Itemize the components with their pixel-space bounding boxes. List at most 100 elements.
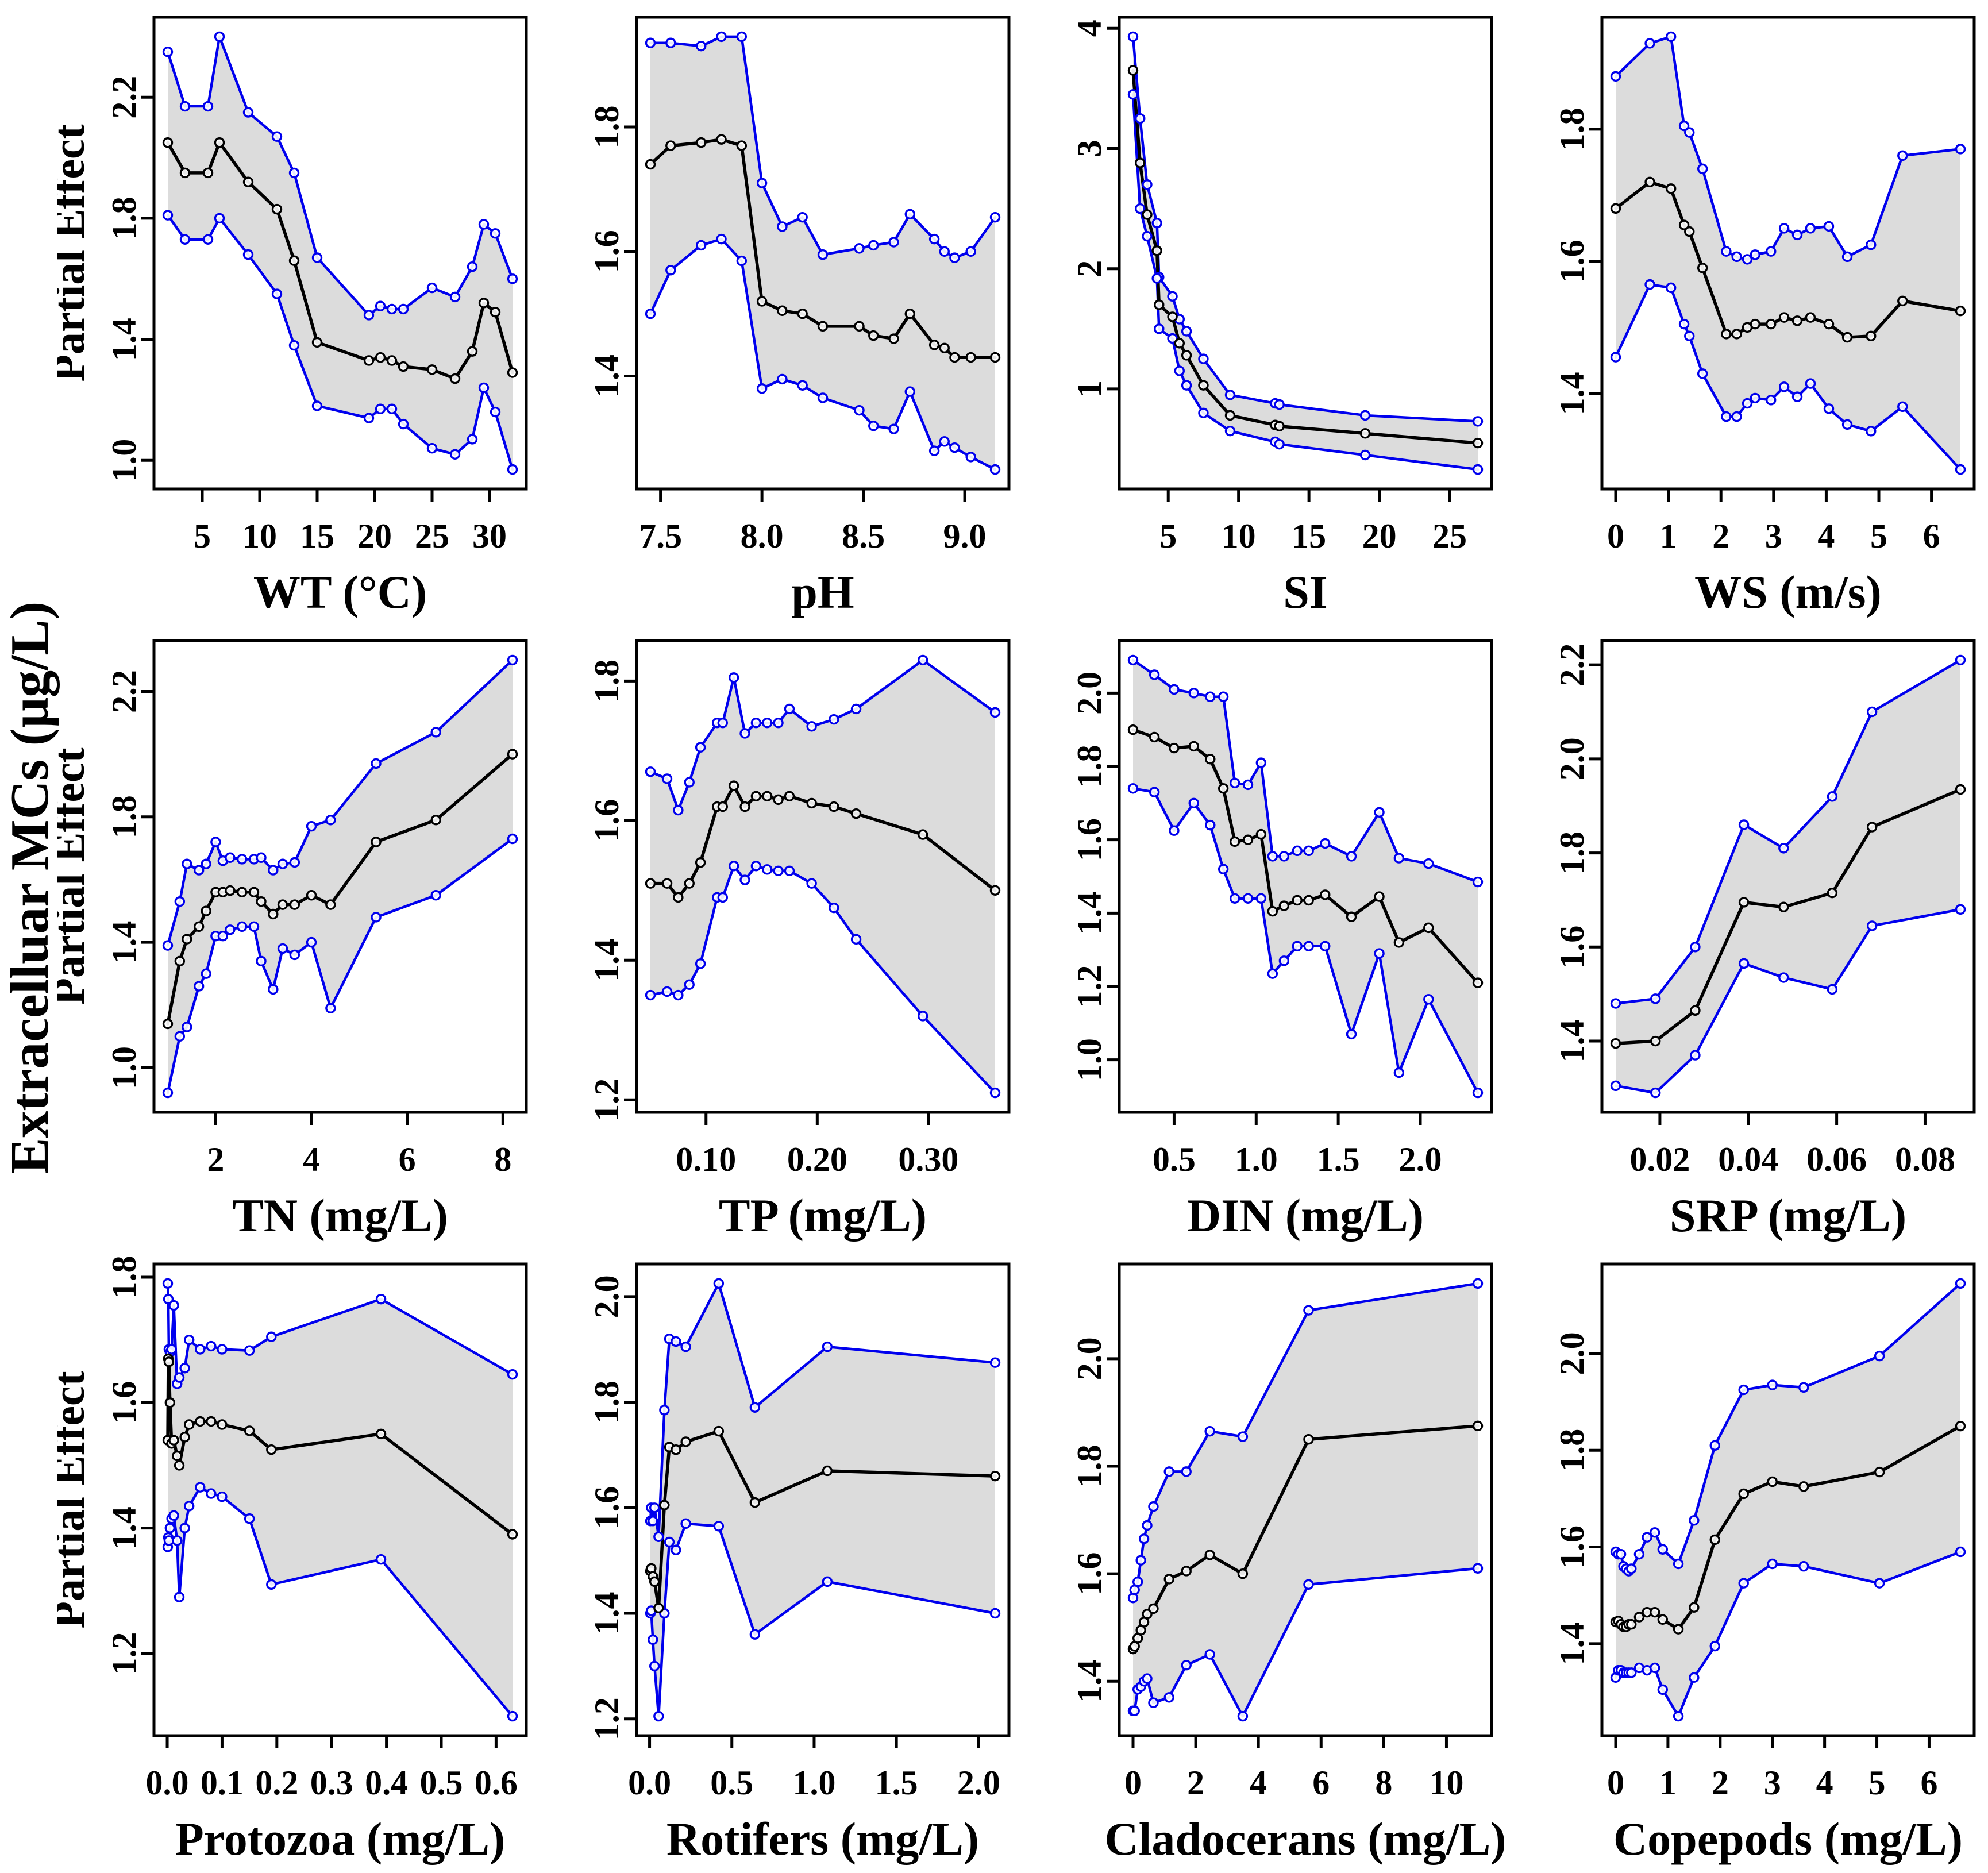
svg-text:1: 1 <box>1660 517 1677 555</box>
svg-text:20: 20 <box>1362 517 1397 555</box>
svg-text:15: 15 <box>1292 517 1326 555</box>
svg-text:Partial Effect: Partial Effect <box>57 1371 94 1628</box>
svg-text:1.2: 1.2 <box>588 1697 626 1740</box>
svg-text:1.8: 1.8 <box>1553 1429 1591 1472</box>
svg-text:1.6: 1.6 <box>588 230 626 273</box>
svg-text:4: 4 <box>1816 1764 1833 1802</box>
svg-text:TP (mg/L): TP (mg/L) <box>719 1189 927 1242</box>
svg-text:2.0: 2.0 <box>1070 672 1108 715</box>
svg-text:1.4: 1.4 <box>588 939 626 982</box>
svg-text:1.4: 1.4 <box>1070 1660 1108 1703</box>
svg-text:2: 2 <box>1187 1764 1204 1802</box>
svg-text:0.20: 0.20 <box>787 1140 847 1178</box>
svg-text:1.6: 1.6 <box>588 799 626 842</box>
svg-text:0: 0 <box>1607 517 1624 555</box>
svg-text:4: 4 <box>303 1140 320 1178</box>
svg-text:0.06: 0.06 <box>1806 1140 1867 1178</box>
svg-text:1.4: 1.4 <box>105 1506 143 1550</box>
svg-text:8: 8 <box>494 1140 511 1178</box>
svg-text:4: 4 <box>1250 1764 1267 1802</box>
svg-text:2.2: 2.2 <box>105 76 143 119</box>
svg-text:1.6: 1.6 <box>1553 1525 1591 1568</box>
svg-text:WT (°C): WT (°C) <box>253 566 427 618</box>
svg-text:2.0: 2.0 <box>957 1764 1000 1802</box>
svg-text:10: 10 <box>242 517 277 555</box>
svg-text:1.2: 1.2 <box>1070 965 1108 1008</box>
svg-text:1.5: 1.5 <box>1317 1140 1360 1178</box>
svg-text:0.6: 0.6 <box>475 1764 518 1802</box>
svg-text:1.8: 1.8 <box>1070 745 1108 788</box>
svg-text:0.0: 0.0 <box>628 1764 671 1802</box>
svg-text:1.4: 1.4 <box>105 921 143 964</box>
subplot-ws: 0 1 2 3 4 5 6 1.4 1.6 1.8 WS (m/s) <box>1553 16 1976 618</box>
svg-text:2: 2 <box>207 1140 224 1178</box>
svg-text:DIN (mg/L): DIN (mg/L) <box>1187 1189 1424 1242</box>
svg-text:0.1: 0.1 <box>201 1764 244 1802</box>
subplot-din: 0.5 1.0 1.5 2.0 1.0 1.2 1.4 1.6 1.8 2.0 DIN (mg/L) <box>1070 639 1493 1242</box>
svg-text:2: 2 <box>1712 1764 1729 1802</box>
svg-text:8.5: 8.5 <box>842 517 885 555</box>
svg-text:0: 0 <box>1124 1764 1142 1802</box>
svg-text:1.4: 1.4 <box>105 318 143 361</box>
svg-text:TN (mg/L): TN (mg/L) <box>232 1189 448 1242</box>
svg-text:1.4: 1.4 <box>1553 372 1591 415</box>
svg-text:5: 5 <box>194 517 211 555</box>
svg-text:3: 3 <box>1765 517 1782 555</box>
svg-text:2.0: 2.0 <box>1070 1337 1108 1380</box>
svg-text:1.8: 1.8 <box>1553 831 1591 874</box>
svg-text:1.8: 1.8 <box>588 660 626 703</box>
svg-text:15: 15 <box>300 517 334 555</box>
subplot-tn: 2 4 6 8 1.0 1.4 1.8 2.2 TN (mg/L) Partial Effect <box>44 639 528 1242</box>
svg-text:4: 4 <box>1817 517 1835 555</box>
svg-text:Protozoa (mg/L): Protozoa (mg/L) <box>175 1813 506 1865</box>
svg-text:SRP (mg/L): SRP (mg/L) <box>1670 1189 1906 1242</box>
svg-text:1.4: 1.4 <box>588 354 626 398</box>
svg-text:7.5: 7.5 <box>639 517 682 555</box>
svg-text:1.8: 1.8 <box>105 1255 143 1298</box>
svg-text:2.0: 2.0 <box>1399 1140 1442 1178</box>
subplot-si: 5 10 15 20 25 1 2 3 4 SI <box>1070 16 1493 618</box>
svg-text:1.6: 1.6 <box>1553 926 1591 969</box>
svg-text:Copepods (mg/L): Copepods (mg/L) <box>1613 1813 1963 1865</box>
svg-text:5: 5 <box>1159 517 1177 555</box>
svg-text:1: 1 <box>1070 380 1108 398</box>
svg-text:1.4: 1.4 <box>1070 892 1108 935</box>
svg-text:0.02: 0.02 <box>1629 1140 1690 1178</box>
svg-text:1.8: 1.8 <box>105 196 143 240</box>
svg-text:1.8: 1.8 <box>1070 1445 1108 1488</box>
figure-y-axis-label: Extracelluar MCs (μg/L) <box>0 601 60 1174</box>
svg-text:0.08: 0.08 <box>1895 1140 1955 1178</box>
svg-text:1.5: 1.5 <box>875 1764 918 1802</box>
svg-text:8.0: 8.0 <box>741 517 784 555</box>
svg-text:1.4: 1.4 <box>588 1591 626 1635</box>
svg-text:10: 10 <box>1429 1764 1463 1802</box>
svg-text:3: 3 <box>1070 140 1108 157</box>
svg-text:10: 10 <box>1222 517 1256 555</box>
svg-text:20: 20 <box>357 517 392 555</box>
svg-text:1.0: 1.0 <box>105 1046 143 1089</box>
svg-text:2.2: 2.2 <box>1553 643 1591 687</box>
charts-grid: 5 10 15 20 25 30 1.0 1.4 1.8 2.2 WT (°C) Partial Ef… <box>44 0 1988 1870</box>
svg-text:9.0: 9.0 <box>943 517 987 555</box>
svg-text:3: 3 <box>1764 1764 1781 1802</box>
subplot-tp: 0.10 0.20 0.30 1.2 1.4 1.6 1.8 TP (mg/L) <box>588 639 1011 1242</box>
svg-text:Cladocerans (mg/L): Cladocerans (mg/L) <box>1104 1813 1505 1865</box>
svg-text:0: 0 <box>1607 1764 1624 1802</box>
svg-text:8: 8 <box>1375 1764 1392 1802</box>
svg-text:25: 25 <box>1432 517 1467 555</box>
svg-text:6: 6 <box>399 1140 416 1178</box>
svg-text:6: 6 <box>1312 1764 1330 1802</box>
svg-text:1.6: 1.6 <box>588 1486 626 1529</box>
svg-text:0.04: 0.04 <box>1718 1140 1778 1178</box>
svg-text:2.2: 2.2 <box>105 670 143 713</box>
svg-text:2: 2 <box>1070 260 1108 278</box>
svg-text:SI: SI <box>1283 566 1328 618</box>
svg-text:1.0: 1.0 <box>1070 1038 1108 1081</box>
svg-text:0.30: 0.30 <box>898 1140 958 1178</box>
svg-text:4: 4 <box>1070 20 1108 37</box>
svg-text:1.6: 1.6 <box>1070 818 1108 861</box>
svg-text:0.3: 0.3 <box>310 1764 353 1802</box>
subplot-copepods: 0 1 2 3 4 5 6 1.4 1.6 1.8 2.0 Copepods (mg/L) <box>1553 1262 1976 1865</box>
svg-text:25: 25 <box>415 517 449 555</box>
